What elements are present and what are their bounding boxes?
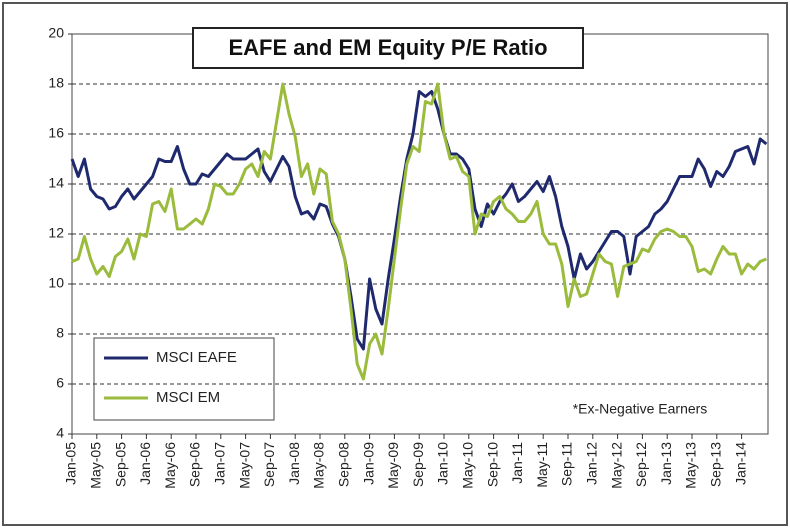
legend-box (93, 337, 275, 421)
x-tick-label: Jan-12 (584, 442, 600, 485)
x-tick-label: May-10 (460, 442, 476, 489)
legend-label: MSCI EAFE (156, 349, 237, 366)
x-tick-label: Jan-06 (137, 442, 153, 485)
series-line (70, 90, 768, 351)
x-tick-label: May-05 (88, 442, 104, 489)
x-tick-label: Sep-07 (261, 442, 277, 487)
x-tick-label: Sep-11 (559, 442, 575, 486)
legend-label: MSCI EM (156, 389, 220, 406)
x-tick-label: May-13 (683, 442, 699, 489)
chart-title: EAFE and EM Equity P/E Ratio (228, 35, 547, 60)
x-tick-label: Sep-06 (187, 442, 203, 487)
x-tick-label: May-11 (534, 442, 550, 488)
y-tick-label: 8 (56, 325, 64, 341)
x-tick-label: Sep-12 (633, 442, 649, 487)
x-tick-label: Sep-13 (708, 442, 724, 487)
x-tick-label: May-08 (311, 442, 327, 489)
annotation: *Ex-Negative Earners (573, 401, 708, 417)
y-tick-label: 20 (48, 25, 64, 41)
x-tick-label: May-07 (236, 442, 252, 489)
x-tick-label: Jan-07 (212, 442, 228, 485)
x-tick-label: May-06 (162, 442, 178, 489)
x-tick-label: Jan-14 (732, 442, 748, 485)
x-tick-label: May-09 (385, 442, 401, 489)
x-tick-label: Jan-11 (509, 442, 525, 484)
x-tick-label: Sep-10 (484, 442, 500, 487)
y-tick-label: 12 (48, 225, 64, 241)
x-tick-label: Sep-09 (410, 442, 426, 487)
y-tick-label: 14 (48, 175, 64, 191)
y-tick-label: 6 (56, 375, 64, 391)
y-tick-label: 4 (56, 425, 64, 441)
x-tick-label: Sep-05 (112, 442, 128, 487)
x-tick-label: Jan-08 (286, 442, 302, 485)
x-tick-label: Jan-10 (435, 442, 451, 485)
x-tick-label: Jan-05 (63, 442, 79, 485)
title-box (192, 27, 584, 69)
x-tick-label: May-12 (608, 442, 624, 489)
x-tick-label: Sep-08 (336, 442, 352, 487)
y-tick-label: 10 (48, 275, 64, 291)
series-line (71, 82, 767, 381)
y-tick-label: 16 (48, 125, 64, 141)
x-tick-label: Jan-13 (658, 442, 674, 485)
y-tick-label: 18 (48, 75, 64, 91)
x-tick-label: Jan-09 (360, 442, 376, 485)
